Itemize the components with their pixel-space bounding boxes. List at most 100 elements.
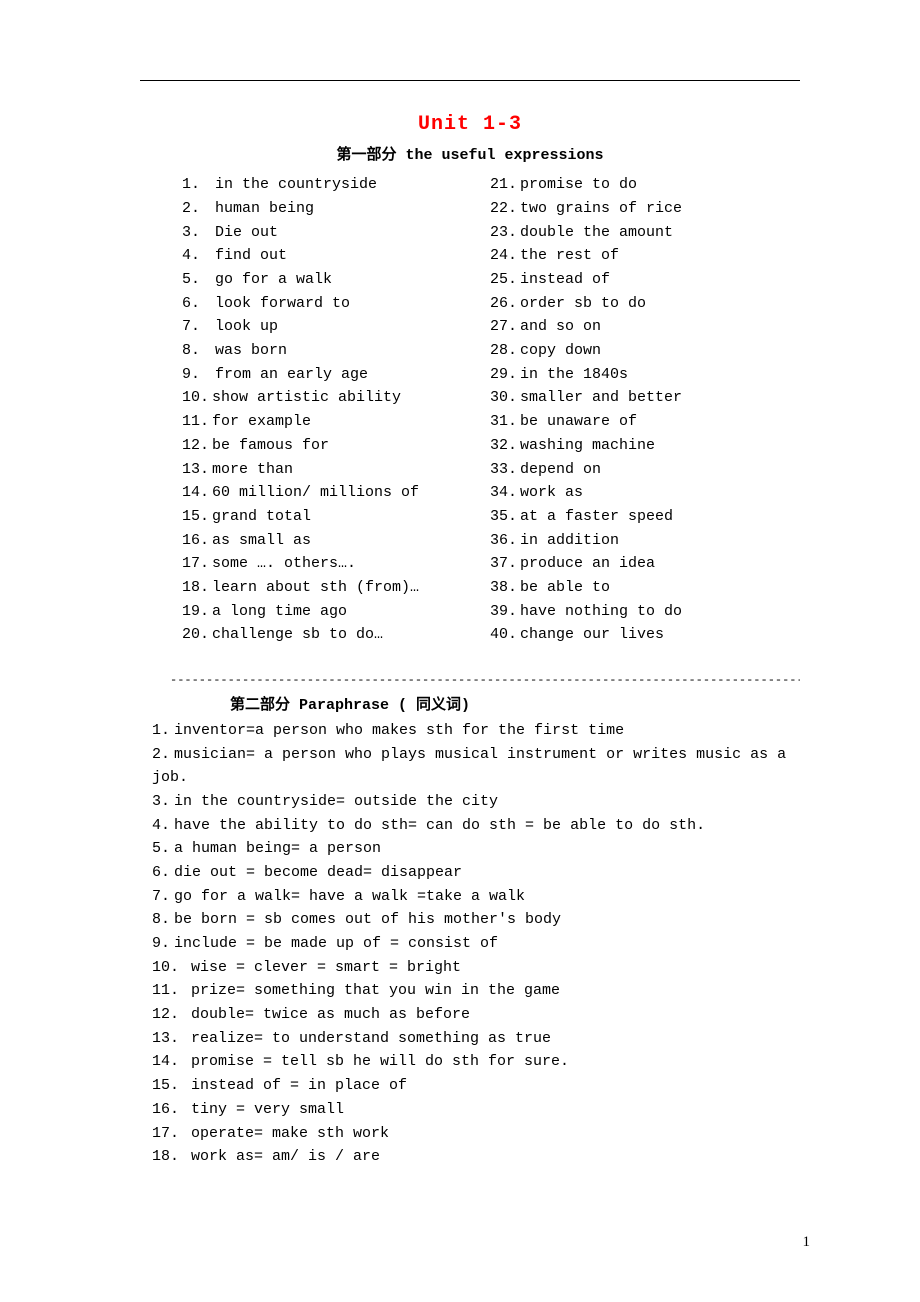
item-number: 12. — [182, 434, 212, 458]
item-number: 16. — [182, 529, 212, 553]
paraphrase-item: 4.have the ability to do sth= can do sth… — [152, 814, 800, 838]
item-number: 22. — [490, 197, 520, 221]
item-text: have the ability to do sth= can do sth =… — [174, 817, 705, 834]
item-number: 33. — [490, 458, 520, 482]
expression-item: 34.work as — [490, 481, 800, 505]
item-text: at a faster speed — [520, 508, 673, 525]
item-number: 26. — [490, 292, 520, 316]
item-text: from an early age — [206, 366, 368, 383]
paraphrase-item: 2.musician= a person who plays musical i… — [152, 743, 800, 790]
item-text: musician= a person who plays musical ins… — [152, 746, 795, 787]
item-text: be famous for — [212, 437, 329, 454]
item-number: 4. — [182, 244, 206, 268]
paraphrase-item: 10. wise = clever = smart = bright — [152, 956, 800, 980]
expression-item: 27.and so on — [490, 315, 800, 339]
expressions-right-column: 21.promise to do22.two grains of rice23.… — [470, 173, 800, 647]
expression-item: 19.a long time ago — [182, 600, 470, 624]
item-text: look forward to — [206, 295, 350, 312]
item-number: 18. — [182, 576, 212, 600]
paraphrase-item: 9.include = be made up of = consist of — [152, 932, 800, 956]
expression-item: 18.learn about sth (from)… — [182, 576, 470, 600]
item-number: 1. — [152, 719, 174, 743]
item-number: 13. — [182, 458, 212, 482]
item-text: Die out — [206, 224, 278, 241]
item-text: in addition — [520, 532, 619, 549]
expression-item: 29.in the 1840s — [490, 363, 800, 387]
item-number: 24. — [490, 244, 520, 268]
item-number: 19. — [182, 600, 212, 624]
paraphrase-item: 3.in the countryside= outside the city — [152, 790, 800, 814]
expression-item: 9. from an early age — [182, 363, 470, 387]
item-number: 35. — [490, 505, 520, 529]
item-number: 20. — [182, 623, 212, 647]
item-number: 8. — [182, 339, 206, 363]
item-number: 39. — [490, 600, 520, 624]
expression-item: 8. was born — [182, 339, 470, 363]
paraphrase-item: 16. tiny = very small — [152, 1098, 800, 1122]
expression-item: 22.two grains of rice — [490, 197, 800, 221]
item-text: depend on — [520, 461, 601, 478]
section-2-heading: 第二部分 Paraphrase ( 同义词) — [140, 694, 800, 717]
expression-item: 5. go for a walk — [182, 268, 470, 292]
expression-item: 32.washing machine — [490, 434, 800, 458]
item-number: 37. — [490, 552, 520, 576]
item-number: 15. — [152, 1074, 182, 1098]
item-number: 9. — [152, 932, 174, 956]
item-number: 9. — [182, 363, 206, 387]
paraphrase-item: 12. double= twice as much as before — [152, 1003, 800, 1027]
item-text: prize= something that you win in the gam… — [182, 982, 560, 999]
expression-item: 33.depend on — [490, 458, 800, 482]
item-number: 17. — [182, 552, 212, 576]
expression-item: 23.double the amount — [490, 221, 800, 245]
item-text: in the countryside — [206, 176, 377, 193]
paraphrase-item: 15. instead of = in place of — [152, 1074, 800, 1098]
expression-item: 14.60 million/ millions of — [182, 481, 470, 505]
expressions-columns: 1. in the countryside2. human being3. Di… — [140, 173, 800, 647]
item-text: for example — [212, 413, 311, 430]
paraphrase-item: 8.be born = sb comes out of his mother's… — [152, 908, 800, 932]
item-number: 3. — [182, 221, 206, 245]
item-text: go for a walk — [206, 271, 332, 288]
item-text: double= twice as much as before — [182, 1006, 470, 1023]
expression-item: 21.promise to do — [490, 173, 800, 197]
item-number: 4. — [152, 814, 174, 838]
paraphrase-item: 14. promise = tell sb he will do sth for… — [152, 1050, 800, 1074]
expression-item: 40.change our lives — [490, 623, 800, 647]
item-number: 7. — [182, 315, 206, 339]
expression-item: 39.have nothing to do — [490, 600, 800, 624]
expression-item: 30.smaller and better — [490, 386, 800, 410]
item-text: two grains of rice — [520, 200, 682, 217]
paraphrase-item: 18. work as= am/ is / are — [152, 1145, 800, 1169]
item-text: grand total — [212, 508, 311, 525]
item-number: 30. — [490, 386, 520, 410]
item-number: 40. — [490, 623, 520, 647]
item-text: change our lives — [520, 626, 664, 643]
item-number: 2. — [182, 197, 206, 221]
item-number: 27. — [490, 315, 520, 339]
item-number: 15. — [182, 505, 212, 529]
item-number: 14. — [182, 481, 212, 505]
item-text: learn about sth (from)… — [212, 579, 419, 596]
section-1-prefix: 第一部分 — [336, 147, 396, 163]
paraphrase-item: 17. operate= make sth work — [152, 1122, 800, 1146]
item-number: 10. — [182, 386, 212, 410]
expression-item: 6. look forward to — [182, 292, 470, 316]
item-number: 29. — [490, 363, 520, 387]
item-text: instead of = in place of — [182, 1077, 407, 1094]
item-number: 5. — [152, 837, 174, 861]
item-text: promise to do — [520, 176, 637, 193]
item-text: inventor=a person who makes sth for the … — [174, 722, 624, 739]
item-number: 12. — [152, 1003, 182, 1027]
expression-item: 24.the rest of — [490, 244, 800, 268]
section-2-rest: Paraphrase ( 同义词) — [290, 697, 470, 714]
divider-dashes: ----------------------------------------… — [140, 671, 800, 690]
expression-item: 4. find out — [182, 244, 470, 268]
expression-item: 2. human being — [182, 197, 470, 221]
expression-item: 35.at a faster speed — [490, 505, 800, 529]
item-text: be unaware of — [520, 413, 637, 430]
item-number: 38. — [490, 576, 520, 600]
item-number: 11. — [182, 410, 212, 434]
item-number: 36. — [490, 529, 520, 553]
item-text: work as — [520, 484, 583, 501]
expression-item: 16.as small as — [182, 529, 470, 553]
